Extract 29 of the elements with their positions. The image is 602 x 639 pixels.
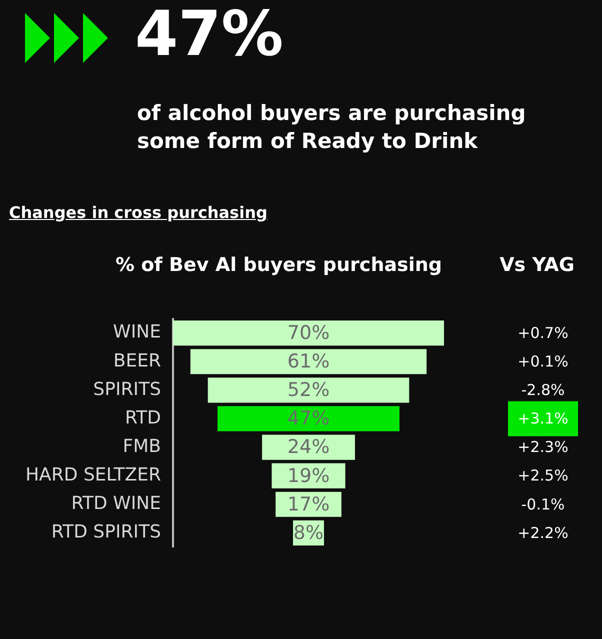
category-label: SPIRITS bbox=[93, 378, 161, 400]
category-label: BEER bbox=[113, 350, 161, 372]
text: 47% bbox=[135, 0, 284, 70]
text: Vs YAG bbox=[498, 253, 576, 277]
text: Changes in cross purchasing bbox=[9, 203, 268, 223]
text: % of Bev Al buyers purchasing bbox=[115, 253, 442, 277]
category-label: FMB bbox=[122, 436, 161, 457]
category-label: RTD WINE bbox=[71, 493, 161, 514]
category-label: WINE bbox=[113, 322, 161, 343]
category-label: RTD SPIRITS bbox=[51, 522, 161, 543]
category-label: RTD bbox=[124, 407, 161, 428]
data-label: +3.1% bbox=[518, 410, 568, 428]
data-label: +0.1% bbox=[518, 352, 568, 371]
data-label: -0.1% bbox=[521, 495, 565, 514]
data-label: 61% bbox=[287, 350, 330, 373]
data-label: 8% bbox=[293, 522, 324, 544]
category-label: HARD SELTZER bbox=[26, 464, 161, 486]
data-label: +0.7% bbox=[518, 324, 568, 342]
data-label: 19% bbox=[287, 464, 330, 487]
text: of alcohol buyers are purchasing some form of Ready to Drink bbox=[137, 100, 527, 155]
data-label: +2.2% bbox=[518, 524, 568, 542]
data-label: 24% bbox=[287, 436, 330, 458]
data-label: 70% bbox=[287, 322, 330, 344]
data-label: +2.5% bbox=[518, 466, 568, 485]
data-label: 47% bbox=[287, 408, 330, 430]
data-label: -2.8% bbox=[521, 381, 565, 400]
data-label: 52% bbox=[287, 379, 330, 402]
data-label: +2.3% bbox=[518, 438, 568, 456]
data-label: 17% bbox=[287, 493, 330, 516]
